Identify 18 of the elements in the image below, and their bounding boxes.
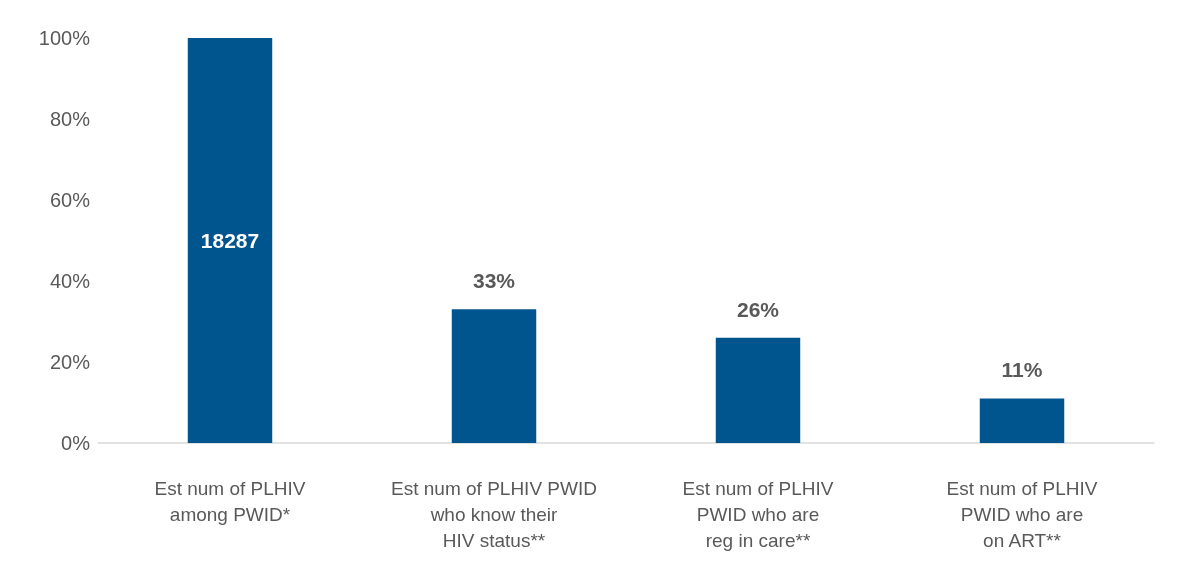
data-label: 33%	[472, 269, 516, 293]
y-tick-label: 100%	[38, 27, 91, 49]
data-label: 11%	[1001, 358, 1043, 382]
bar	[451, 309, 537, 443]
y-tick-label: 60%	[49, 189, 91, 211]
bar	[979, 398, 1065, 443]
x-tick-label: Est num of PLHIV among PWID*	[154, 477, 306, 525]
y-tick-label: 40%	[49, 270, 91, 292]
x-tick-label: Est num of PLHIV PWID who are on ART**	[946, 477, 1098, 551]
bar	[187, 38, 273, 443]
x-tick-label: Est num of PLHIV PWID who know their HIV status**	[391, 477, 597, 551]
y-tick-label: 0%	[61, 432, 91, 454]
x-tick-label: Est num of PLHIV PWID who are reg in care**	[682, 477, 834, 551]
y-tick-label: 80%	[49, 108, 91, 130]
annotation: 18287	[200, 229, 260, 252]
bar	[715, 337, 801, 443]
y-tick-label: 20%	[49, 351, 91, 373]
data-label: 26%	[736, 297, 780, 321]
